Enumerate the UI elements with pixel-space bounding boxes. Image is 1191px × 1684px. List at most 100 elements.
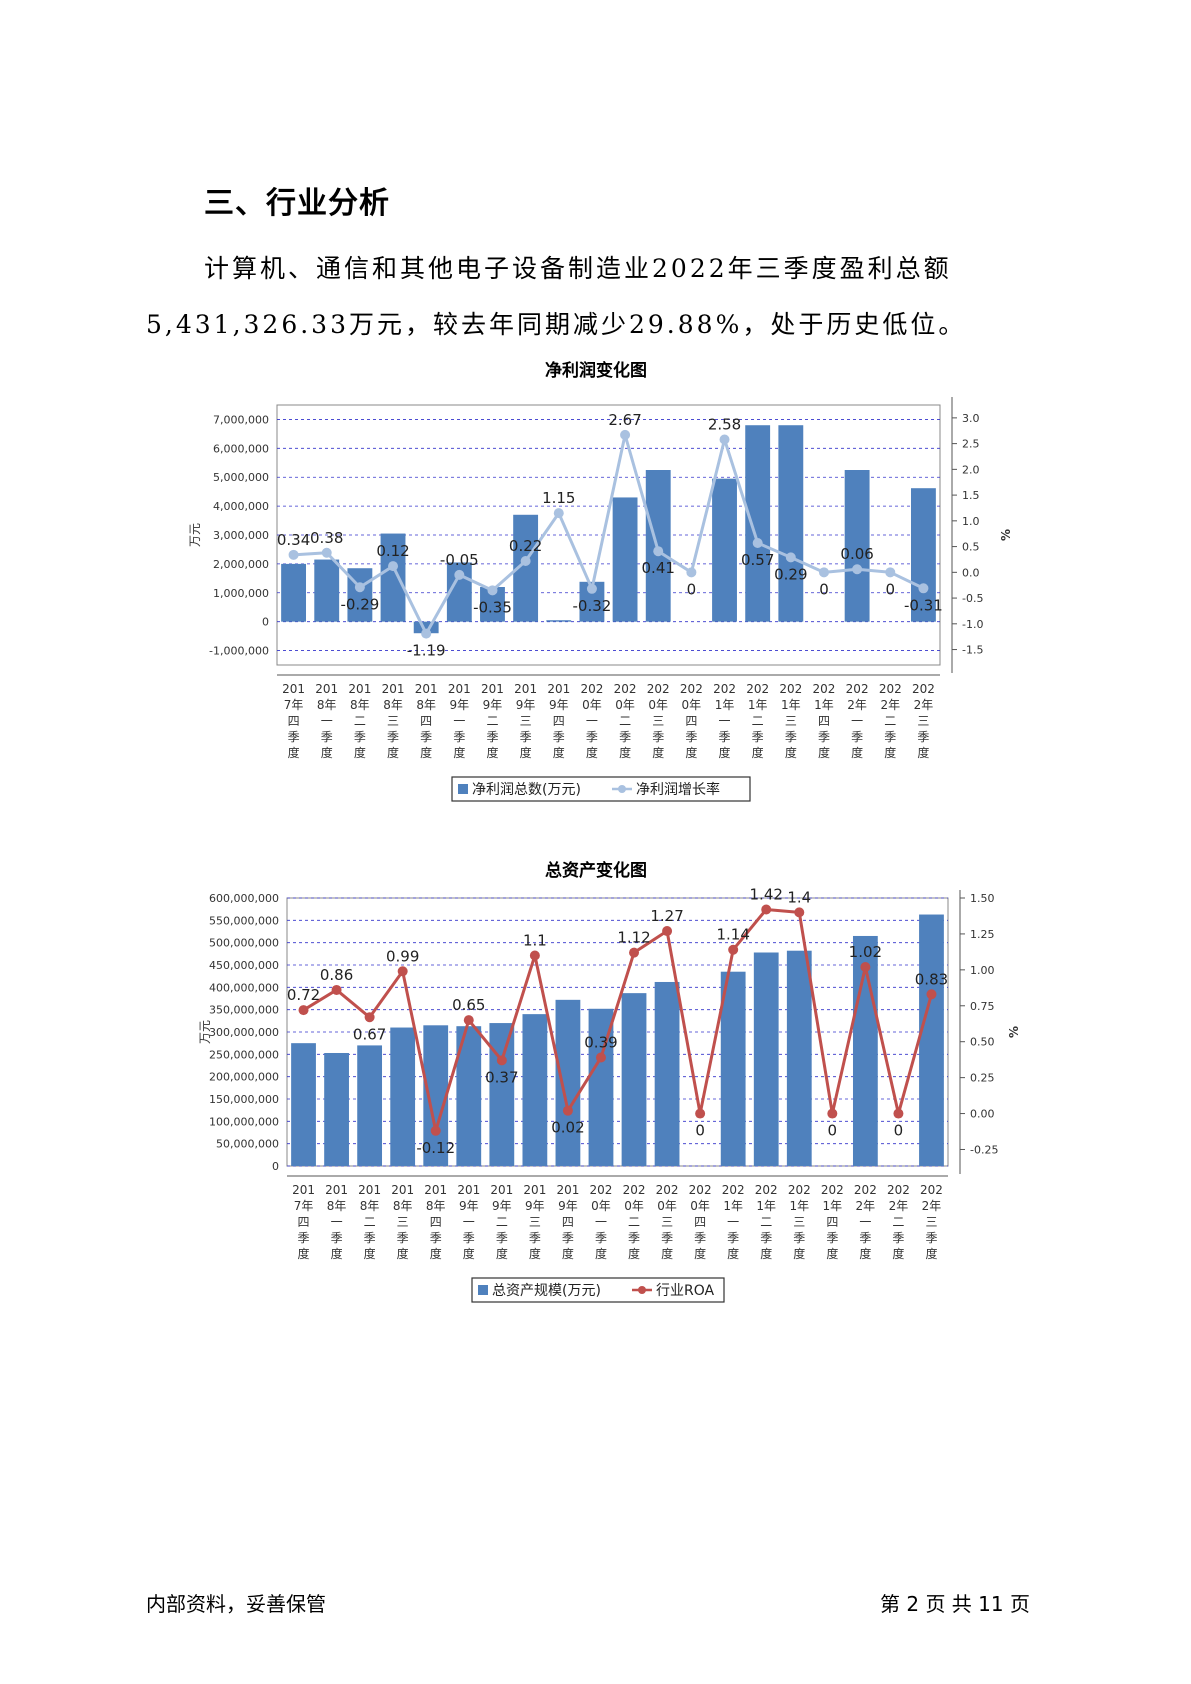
- x-tick-label: 9年: [525, 1199, 545, 1213]
- y-tick-label: 50,000,000: [216, 1138, 279, 1151]
- legend-box: [471, 1277, 725, 1303]
- x-tick-label: 度: [486, 745, 498, 760]
- x-tick-label: 度: [859, 1246, 871, 1261]
- x-tick-label: 201: [415, 682, 438, 696]
- y2-tick-label: 0.00: [970, 1108, 995, 1121]
- line-point: [860, 961, 871, 972]
- x-tick-label: 0年: [690, 1199, 710, 1213]
- y-tick-label: 200,000,000: [209, 1071, 279, 1084]
- x-tick-label: 季: [397, 1231, 409, 1245]
- y-tick-label: 450,000,000: [209, 959, 279, 972]
- x-tick-label: 9年: [549, 698, 569, 712]
- x-tick-label: 202: [614, 682, 637, 696]
- data-label: 0.12: [376, 542, 409, 560]
- bar: [753, 952, 779, 1166]
- y2-tick-label: -1.5: [962, 644, 983, 657]
- x-tick-label: 三: [661, 1215, 673, 1229]
- y-tick-label: 7,000,000: [213, 413, 269, 426]
- chart-title: 总资产变化图: [545, 860, 647, 881]
- x-tick-label: 202: [656, 1183, 679, 1197]
- line-point: [298, 1005, 309, 1016]
- x-tick-label: 度: [420, 745, 432, 760]
- x-tick-label: 一: [719, 714, 731, 728]
- x-tick-label: 季: [586, 730, 598, 744]
- x-tick-label: 季: [463, 1231, 475, 1245]
- x-tick-label: 2年: [880, 698, 900, 712]
- x-tick-label: 季: [486, 730, 498, 744]
- x-tick-label: 度: [453, 745, 465, 760]
- x-tick-label: 季: [892, 1231, 904, 1245]
- x-tick-label: 度: [652, 745, 664, 760]
- bar: [778, 425, 804, 622]
- x-tick-label: 度: [354, 745, 366, 760]
- data-label: 0.37: [485, 1068, 518, 1086]
- data-label: 0.41: [642, 559, 675, 577]
- x-tick-label: 度: [387, 745, 399, 760]
- x-tick-label: 季: [298, 1231, 310, 1245]
- legend-line-marker: [638, 1286, 646, 1294]
- line-point: [397, 966, 408, 977]
- line-point: [695, 1108, 706, 1119]
- bar: [522, 1014, 548, 1166]
- line-point: [529, 950, 540, 961]
- y2-axis-title: %: [1007, 1026, 1021, 1038]
- legend-bar-swatch: [458, 784, 468, 794]
- x-tick-label: 二: [892, 1215, 904, 1229]
- x-tick-label: 季: [354, 730, 366, 744]
- bar: [546, 620, 572, 622]
- x-tick-label: 度: [364, 1246, 376, 1261]
- x-tick-label: 二: [752, 714, 764, 728]
- x-tick-label: 季: [628, 1231, 640, 1245]
- data-label: -1.19: [407, 642, 446, 660]
- x-tick-label: 201: [514, 682, 537, 696]
- x-tick-label: 202: [854, 1183, 877, 1197]
- line-point: [893, 1108, 904, 1119]
- x-tick-label: 季: [453, 730, 465, 744]
- x-tick-label: 季: [595, 1231, 607, 1245]
- bar: [357, 1045, 383, 1166]
- line-point: [752, 537, 763, 548]
- line-point: [331, 984, 342, 995]
- x-tick-label: 季: [430, 1231, 442, 1245]
- line-point: [794, 907, 805, 918]
- y-tick-label: 350,000,000: [209, 1004, 279, 1017]
- data-label: 2.67: [608, 411, 641, 429]
- x-tick-label: 度: [826, 1246, 838, 1261]
- y-axis-title: 万元: [188, 523, 202, 547]
- x-tick-label: 8年: [393, 1199, 413, 1213]
- data-label: 1.14: [716, 926, 749, 944]
- data-label: -0.35: [473, 598, 512, 616]
- x-tick-label: 202: [813, 682, 836, 696]
- x-tick-label: 201: [325, 1183, 348, 1197]
- data-label: 0.83: [915, 970, 948, 988]
- x-tick-label: 度: [851, 745, 863, 760]
- x-tick-label: 四: [826, 1215, 838, 1229]
- x-tick-label: 季: [420, 730, 432, 744]
- data-label: -0.12: [416, 1139, 455, 1157]
- x-tick-label: 1年: [789, 1199, 809, 1213]
- x-tick-label: 季: [818, 730, 830, 744]
- x-tick-label: 季: [826, 1231, 838, 1245]
- x-tick-label: 二: [486, 714, 498, 728]
- line-point: [885, 567, 896, 578]
- data-label: 0: [828, 1122, 838, 1140]
- y-tick-label: 3,000,000: [213, 529, 269, 542]
- data-label: 1.27: [650, 907, 683, 925]
- y2-tick-label: 0.75: [970, 1000, 995, 1013]
- data-label: 0.65: [452, 996, 485, 1014]
- data-label: -0.29: [340, 595, 379, 613]
- x-tick-label: 四: [420, 714, 432, 728]
- x-tick-label: 201: [391, 1183, 414, 1197]
- total-assets-chart: 总资产变化图 600,000,000 550,000,000 500,000,000 4…: [198, 860, 1021, 1303]
- x-tick-label: 季: [917, 730, 929, 744]
- bar: [745, 425, 771, 622]
- data-label: 0: [687, 580, 697, 598]
- x-tick-label: 季: [851, 730, 863, 744]
- x-tick-label: 9年: [483, 698, 503, 712]
- x-tick-label: 202: [755, 1183, 778, 1197]
- x-tick-label: 度: [628, 1246, 640, 1261]
- x-tick-label: 0年: [582, 698, 602, 712]
- data-label: 1.42: [750, 885, 783, 903]
- legend-bar-label: 净利润总数(万元): [472, 782, 581, 798]
- legend-line-label: 行业ROA: [656, 1283, 715, 1299]
